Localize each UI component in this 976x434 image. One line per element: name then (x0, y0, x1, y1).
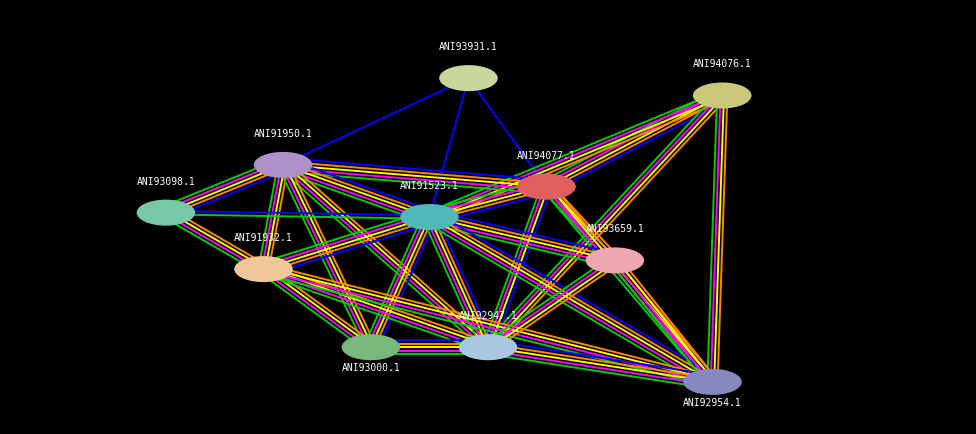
Text: ANI92947.1: ANI92947.1 (459, 311, 517, 321)
Text: ANI93098.1: ANI93098.1 (137, 177, 195, 187)
Circle shape (586, 247, 644, 273)
Circle shape (400, 204, 459, 230)
Circle shape (254, 152, 312, 178)
Text: ANI91523.1: ANI91523.1 (400, 181, 459, 191)
Circle shape (459, 334, 517, 360)
Text: ANI94076.1: ANI94076.1 (693, 59, 752, 69)
Text: ANI93931.1: ANI93931.1 (439, 42, 498, 52)
Circle shape (683, 369, 742, 395)
Circle shape (439, 65, 498, 91)
Circle shape (342, 334, 400, 360)
Text: ANI91950.1: ANI91950.1 (254, 129, 312, 139)
Text: ANI93000.1: ANI93000.1 (342, 363, 400, 373)
Text: ANI91932.1: ANI91932.1 (234, 233, 293, 243)
Circle shape (137, 200, 195, 226)
Circle shape (693, 82, 752, 108)
Text: ANI92954.1: ANI92954.1 (683, 398, 742, 408)
Circle shape (517, 174, 576, 200)
Circle shape (234, 256, 293, 282)
Text: ANI94077.1: ANI94077.1 (517, 151, 576, 161)
Text: ANI93659.1: ANI93659.1 (586, 224, 644, 234)
